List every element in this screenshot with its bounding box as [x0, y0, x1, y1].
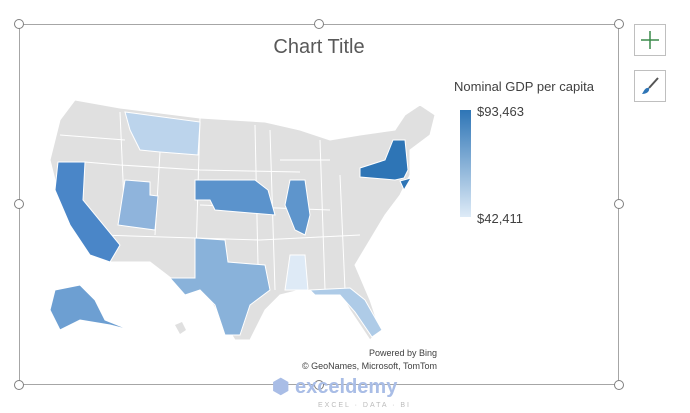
legend-max: $93,463	[477, 104, 524, 119]
watermark-name: exceldemy	[295, 376, 398, 398]
state-illinois[interactable]	[284, 179, 311, 236]
us-base	[49, 99, 436, 341]
resize-handle[interactable]	[14, 380, 24, 390]
hawaii	[175, 322, 186, 334]
resize-handle[interactable]	[314, 19, 324, 29]
watermark-logo: ⬢ exceldemy	[272, 376, 398, 398]
resize-handle[interactable]	[614, 19, 624, 29]
state-new-york[interactable]	[359, 139, 409, 181]
state-california[interactable]	[54, 161, 121, 263]
legend-title: Nominal GDP per capita	[454, 79, 594, 94]
state-new-jersey[interactable]	[399, 177, 413, 192]
chart-styles-button[interactable]	[634, 70, 666, 102]
resize-handle[interactable]	[614, 380, 624, 390]
state-texas[interactable]	[168, 237, 271, 336]
chart-title[interactable]: Chart Title	[273, 36, 365, 58]
plus-icon	[641, 31, 659, 49]
resize-handle[interactable]	[14, 199, 24, 209]
state-mississippi[interactable]	[284, 254, 309, 291]
resize-handle[interactable]	[14, 19, 24, 29]
watermark-tagline: EXCEL · DATA · BI	[318, 402, 411, 409]
legend-color-scale	[460, 110, 471, 217]
legend-min: $42,411	[477, 211, 524, 226]
resize-handle[interactable]	[314, 380, 324, 390]
attribution-bing: Powered by Bing	[368, 348, 437, 358]
state-alaska[interactable]	[49, 284, 131, 331]
resize-handle[interactable]	[614, 199, 624, 209]
state-utah[interactable]	[117, 179, 159, 231]
state-florida[interactable]	[308, 287, 383, 338]
brush-icon	[642, 77, 659, 94]
chart-elements-button[interactable]	[634, 24, 666, 56]
state-nebraska[interactable]	[194, 179, 276, 216]
state-montana[interactable]	[124, 111, 201, 156]
attribution-sources: © GeoNames, Microsoft, TomTom	[302, 361, 437, 371]
